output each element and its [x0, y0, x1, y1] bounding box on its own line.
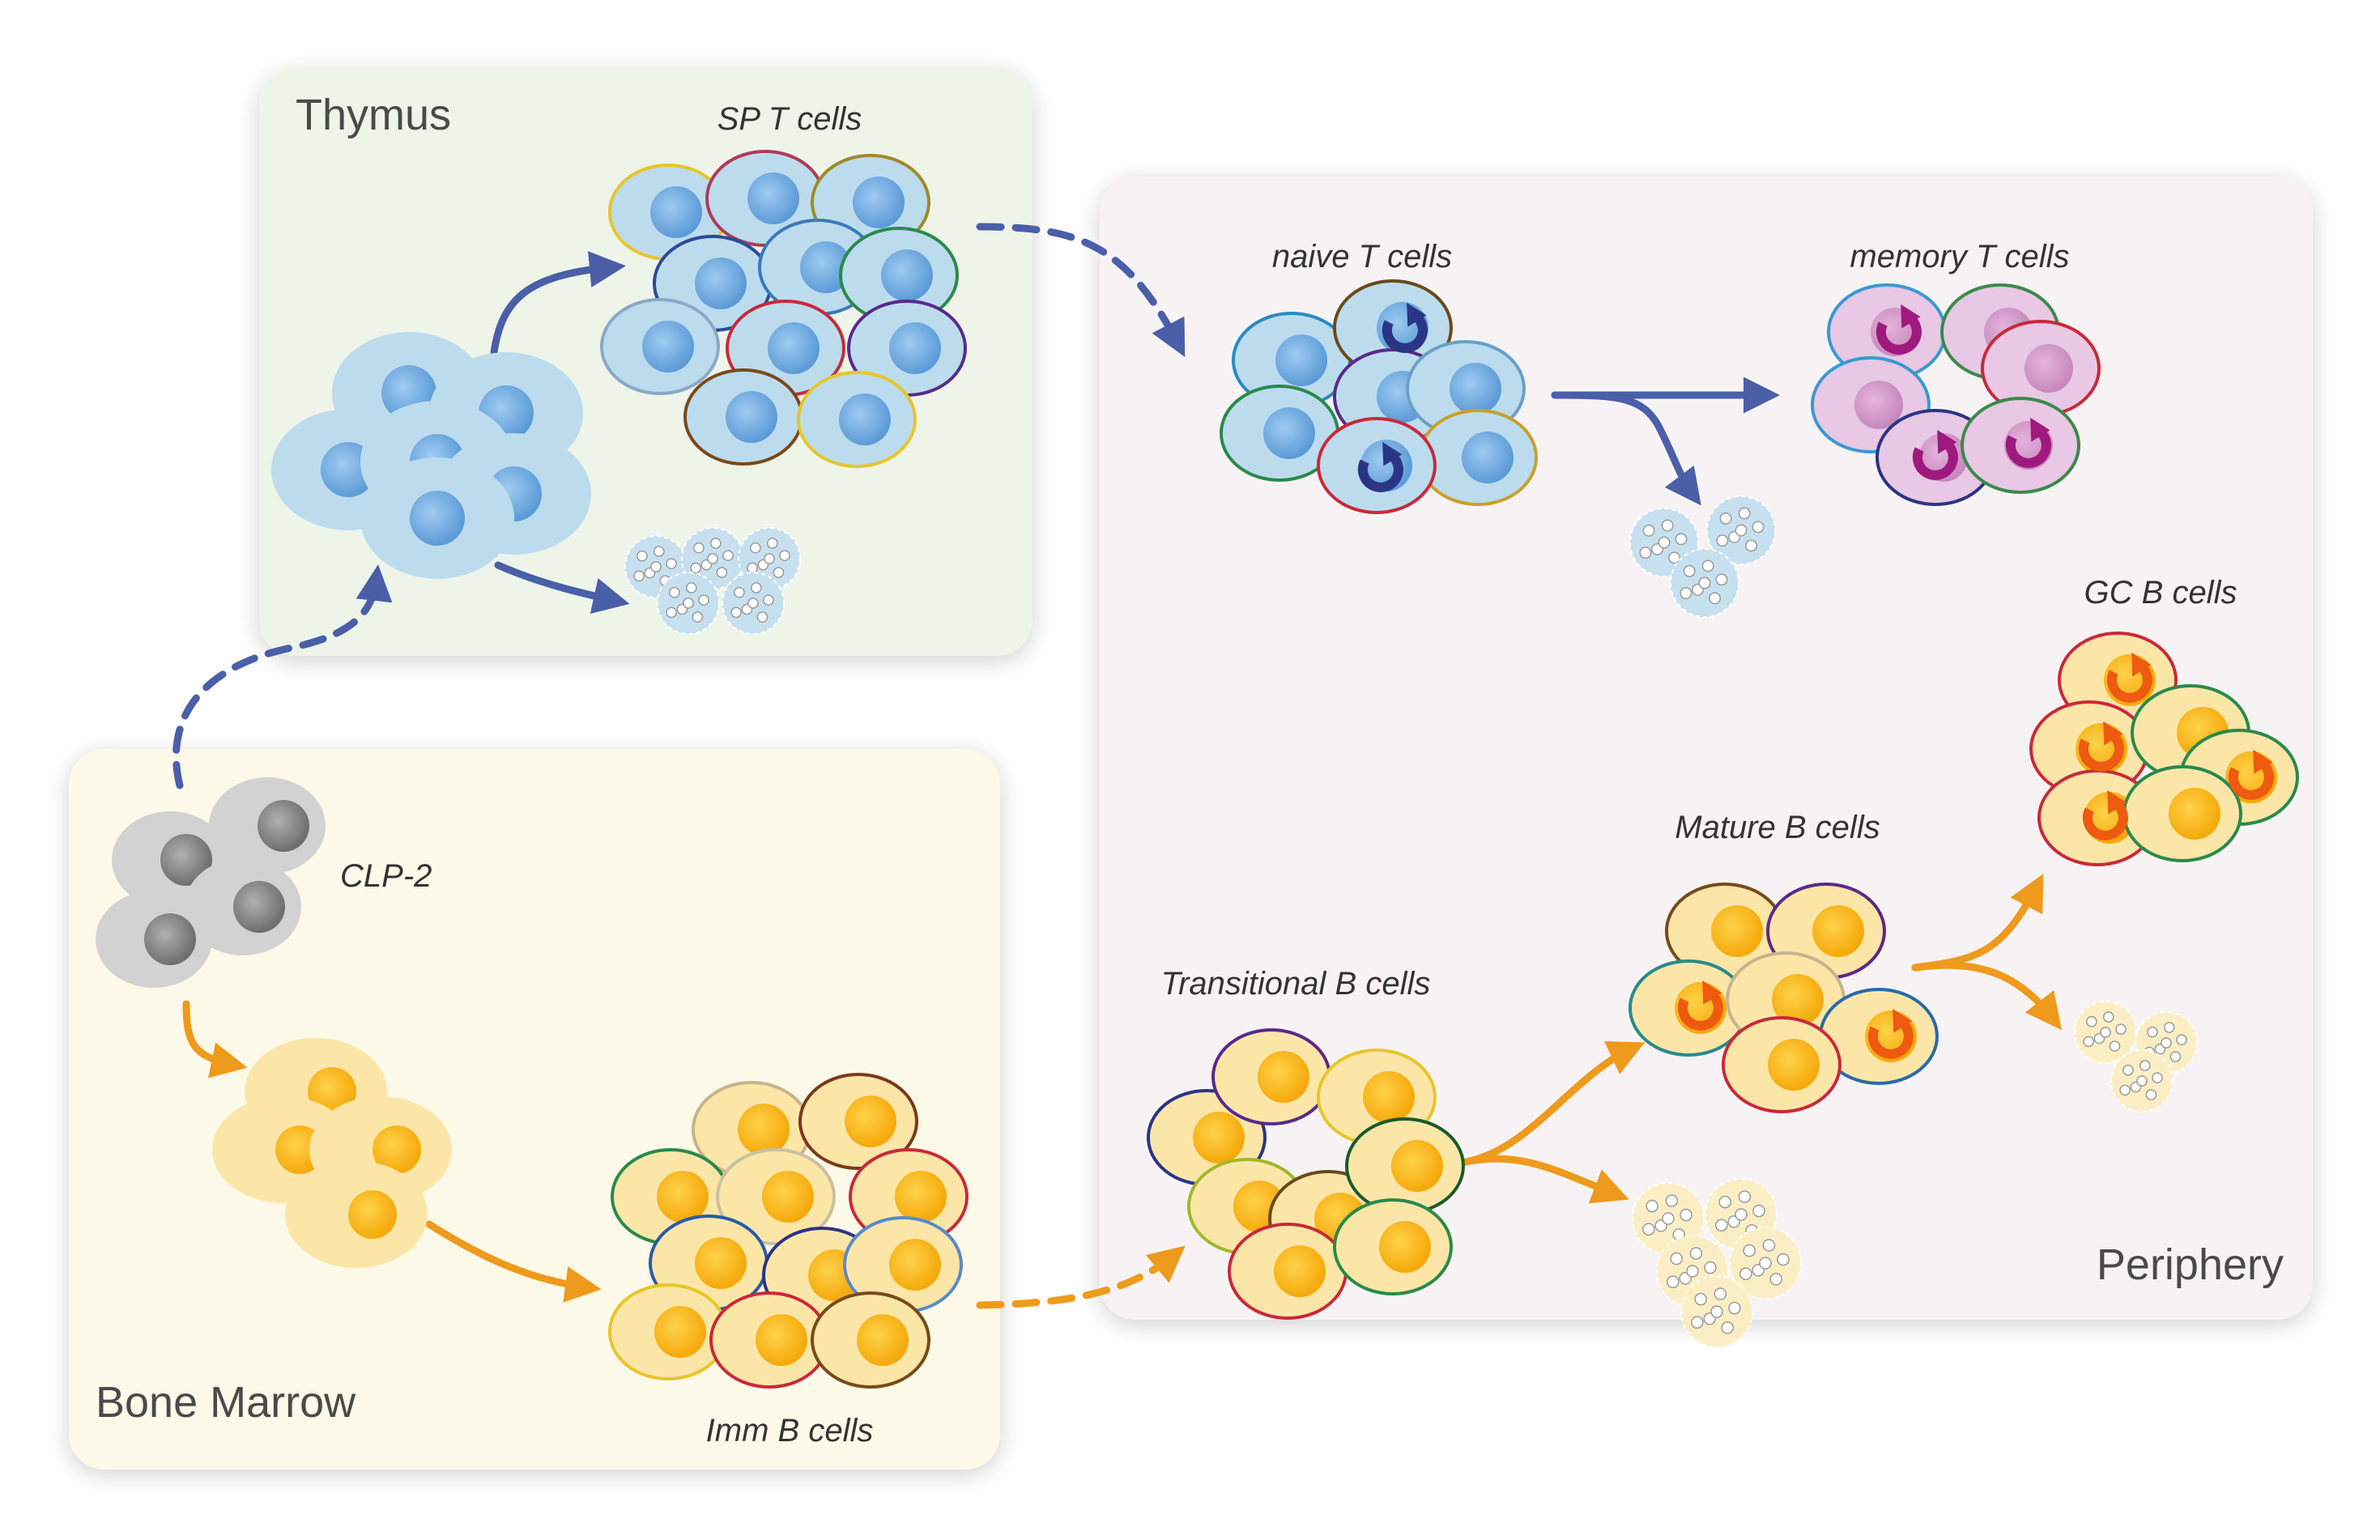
- sp-t-cell: [847, 300, 967, 397]
- arrow-clp-to-pre-b: [182, 1000, 248, 1078]
- dp-thymocyte: [360, 457, 514, 579]
- apoptotic-cell-icon: [722, 572, 785, 635]
- proliferation-arrow-icon: [1875, 304, 1922, 355]
- imm-b-cells-cluster: [608, 1073, 969, 1389]
- proliferation-arrow-icon: [2228, 749, 2274, 800]
- apoptotic-cell-icon: [1670, 548, 1739, 618]
- sp-t-cells-label: SP T cells: [717, 101, 862, 137]
- arrow-transitional-to-mature-b: [1462, 1041, 1646, 1166]
- arrow-dp-to-apoptotic: [494, 561, 630, 615]
- transitional-b-cells-cluster: [1147, 1028, 1465, 1320]
- gc-b-cells-cluster: [2029, 632, 2299, 866]
- sp-t-cell: [797, 371, 917, 468]
- transitional-b-cell: [1333, 1198, 1453, 1295]
- sp-t-cell: [600, 298, 720, 395]
- periphery-label: Periphery: [2097, 1240, 2284, 1289]
- arrow-mature-to-apoptotic: [1911, 961, 2063, 1031]
- arrow-clp-to-thymus: [172, 564, 393, 789]
- apoptotic-cell-icon: [657, 572, 720, 635]
- clp-2-label: CLP-2: [340, 858, 432, 894]
- transitional-b-cell: [1211, 1028, 1331, 1125]
- sp-t-cell: [608, 164, 728, 261]
- proliferation-arrow-icon: [1912, 429, 1958, 480]
- imm-b-cells-label: Imm B cells: [706, 1413, 874, 1449]
- gc-b-cells-label: GC B cells: [2084, 575, 2237, 610]
- clp-2-cluster: [96, 777, 326, 988]
- proliferation-arrow-icon: [1677, 980, 1723, 1031]
- arrow-pre-b-to-imm-b: [425, 1220, 602, 1303]
- arrow-transitional-to-apoptotic: [1462, 1155, 1629, 1204]
- clp-2-cell: [96, 891, 212, 988]
- imm-b-cell: [709, 1291, 829, 1389]
- mature-b-cells-cluster: [1629, 883, 1939, 1113]
- apoptotic-cell-icon: [1706, 496, 1776, 565]
- proliferation-arrow-icon: [2106, 652, 2152, 703]
- naive-t-cell: [1317, 417, 1437, 514]
- memory-t-cell: [1961, 397, 2080, 494]
- arrow-imm-b-to-transitional-b: [976, 1245, 1186, 1309]
- apoptotic-cell-icon: [1680, 1275, 1753, 1348]
- proliferation-arrow-icon: [1357, 441, 1403, 492]
- sp-t-cell: [705, 150, 825, 247]
- naive-t-cells-label: naive T cells: [1272, 239, 1452, 274]
- cell-clusters: [96, 150, 2299, 1389]
- apoptotic-cell-icon: [1729, 1227, 1802, 1300]
- transitional-b-apoptotic-cluster: [1632, 1178, 1802, 1348]
- arrow-sp-t-to-naive-t: [976, 223, 1186, 357]
- clp-2-cell: [209, 777, 326, 874]
- clp-2-cell: [185, 858, 301, 955]
- sp-t-cells-cluster: [600, 150, 967, 468]
- arrow-naive-to-apoptotic: [1551, 391, 1701, 506]
- memory-t-cells-cluster: [1811, 283, 2101, 506]
- naive-t-cell: [1232, 312, 1352, 409]
- proliferation-arrow-icon: [2005, 417, 2051, 468]
- apoptotic-cell-icon: [2074, 1001, 2137, 1064]
- mature-b-cell: [1722, 1016, 1841, 1113]
- transitional-b-cell: [1228, 1223, 1348, 1320]
- naive-t-cell: [1418, 409, 1538, 506]
- imm-b-cell: [811, 1291, 930, 1389]
- proliferation-arrow-icon: [1867, 1008, 1914, 1059]
- proliferation-arrow-icon: [2082, 789, 2128, 840]
- thymus-label: Thymus: [296, 91, 451, 139]
- apoptotic-cell-icon: [2110, 1049, 2174, 1112]
- imm-b-cell: [843, 1216, 963, 1313]
- proliferation-arrow-icon: [1382, 302, 1428, 353]
- mature-b-cell: [1665, 883, 1785, 980]
- imm-b-cell: [716, 1148, 836, 1245]
- naive-t-apoptotic-cluster: [1629, 496, 1776, 618]
- mature-b-apoptotic-cluster: [2074, 1001, 2198, 1112]
- naive-t-cell: [1220, 385, 1339, 482]
- transitional-b-cell: [1345, 1117, 1465, 1215]
- bone-marrow-label: Bone Marrow: [96, 1378, 356, 1427]
- memory-t-cells-label: memory T cells: [1850, 239, 2069, 274]
- arrows: [172, 223, 2063, 1309]
- mature-b-cells-label: Mature B cells: [1675, 810, 1880, 845]
- thymus-dp-cluster: [271, 332, 591, 579]
- imm-b-cell: [798, 1073, 918, 1170]
- arrow-dp-to-sp-t: [490, 251, 626, 356]
- naive-t-cells-cluster: [1220, 279, 1538, 514]
- transitional-b-cells-label: Transitional B cells: [1161, 966, 1431, 1002]
- proliferation-arrow-icon: [2078, 721, 2124, 772]
- imm-b-cell: [608, 1283, 728, 1380]
- thymus-apoptotic-cluster: [624, 527, 801, 635]
- sp-t-cell: [683, 368, 803, 466]
- bone-marrow-b-precursor-cluster: [212, 1038, 452, 1268]
- gc-b-cell: [2122, 765, 2242, 862]
- b-precursor-cell: [285, 1161, 428, 1268]
